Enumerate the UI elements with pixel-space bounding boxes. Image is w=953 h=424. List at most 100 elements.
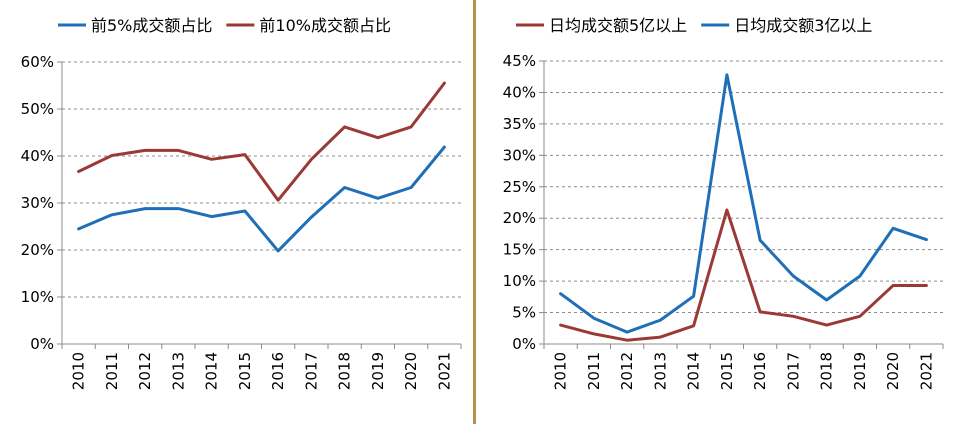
data-point (177, 149, 180, 152)
y-tick-label: 30% (503, 146, 536, 164)
y-tick-label: 35% (503, 115, 536, 133)
x-tick-label: 2016 (269, 352, 287, 390)
x-tick-label: 2011 (585, 352, 603, 390)
data-point (143, 207, 147, 210)
data-point (210, 215, 213, 218)
x-tick-label: 2020 (884, 352, 902, 390)
y-tick-label: 40% (503, 83, 536, 101)
y-tick-label: 40% (21, 147, 54, 165)
series-line-2 (559, 73, 928, 334)
y-tick-label: 10% (503, 272, 536, 290)
chart-left: 0% 10% 20% 30% 40% 50% 60% 2010 2011 2012 2013 2014… (21, 16, 462, 390)
y-tick-label: 50% (21, 100, 54, 118)
x-tick-label: 2012 (136, 352, 154, 390)
data-point (792, 274, 795, 278)
panel-divider (473, 0, 476, 424)
data-point (376, 136, 380, 139)
y-tick-label: 25% (503, 178, 536, 196)
data-point (77, 170, 80, 173)
data-point (343, 186, 346, 189)
data-point (110, 154, 114, 157)
data-point (825, 298, 828, 302)
data-point (792, 315, 795, 318)
data-point (891, 284, 895, 287)
data-point (243, 209, 247, 213)
y-tick-label: 30% (21, 194, 54, 212)
data-point (177, 207, 180, 210)
data-point (625, 339, 629, 342)
x-tick-label: 2020 (402, 352, 420, 390)
data-point (725, 208, 729, 212)
x-tick-label: 2012 (618, 352, 636, 390)
data-point (110, 213, 114, 216)
x-tick-label: 2014 (685, 352, 703, 390)
x-tick-label: 2017 (302, 352, 320, 390)
data-point (276, 198, 280, 202)
data-point (276, 249, 280, 253)
x-tick-label: 2018 (818, 352, 836, 390)
x-tick-label: 2021 (917, 352, 935, 390)
x-tick-label: 2015 (718, 352, 736, 390)
series-line-1 (559, 208, 928, 342)
data-point (592, 332, 596, 336)
y-tick-label: 15% (503, 241, 536, 259)
x-tick-label: 2013 (169, 352, 187, 390)
data-point (310, 215, 313, 219)
x-tick-label: 2010 (552, 352, 570, 390)
y-tick-label: 20% (21, 241, 54, 259)
data-point (925, 284, 928, 287)
data-point (443, 81, 446, 85)
data-point (210, 158, 213, 161)
y-tick-label: 10% (21, 288, 54, 306)
data-point (409, 186, 413, 189)
x-tick-label: 2011 (103, 352, 121, 390)
data-point (559, 292, 562, 295)
legend-label: 前10%成交额占比 (259, 16, 391, 35)
y-tick-label: 0% (30, 335, 54, 353)
x-tick-label: 2017 (784, 352, 802, 390)
x-tick-label: 2015 (236, 352, 254, 390)
data-point (376, 197, 380, 200)
x-tick-label: 2019 (851, 352, 869, 390)
data-point (858, 315, 862, 318)
data-point (409, 125, 413, 129)
y-tick-label: 45% (503, 52, 536, 70)
data-point (758, 239, 762, 242)
x-tick-label: 2019 (369, 352, 387, 390)
x-tick-label: 2018 (336, 352, 354, 390)
data-point (891, 227, 895, 230)
y-tick-label: 20% (503, 209, 536, 227)
legend-label: 日均成交额3亿以上 (734, 16, 872, 35)
series-line-2 (77, 81, 446, 202)
x-tick-label: 2021 (435, 352, 453, 390)
data-point (625, 330, 629, 334)
data-point (659, 318, 662, 322)
x-tick-label: 2016 (751, 352, 769, 390)
x-tick-label: 2014 (203, 352, 221, 390)
data-point (310, 158, 313, 161)
data-point (692, 295, 695, 298)
data-point (659, 335, 662, 339)
data-point (443, 145, 446, 149)
legend-label: 日均成交额5亿以上 (549, 16, 687, 35)
data-point (592, 317, 596, 320)
data-point (925, 238, 928, 241)
series-line-1 (77, 145, 446, 253)
y-tick-label: 5% (512, 304, 536, 322)
data-point (243, 153, 247, 156)
chart-right: 0% 5% 10% 15% 20% 25% 30% 35% 40% 45% 2010 2011 2012… (503, 16, 944, 390)
legend-label: 前5%成交额占比 (91, 16, 212, 35)
y-tick-label: 0% (512, 335, 536, 353)
data-point (725, 73, 729, 77)
data-point (758, 310, 762, 314)
x-tick-label: 2013 (651, 352, 669, 390)
y-tick-label: 60% (21, 53, 54, 71)
data-point (825, 323, 828, 327)
data-point (343, 125, 346, 129)
data-point (559, 323, 562, 327)
data-point (692, 324, 695, 327)
data-point (77, 227, 80, 231)
data-point (858, 274, 862, 278)
x-tick-label: 2010 (70, 352, 88, 390)
